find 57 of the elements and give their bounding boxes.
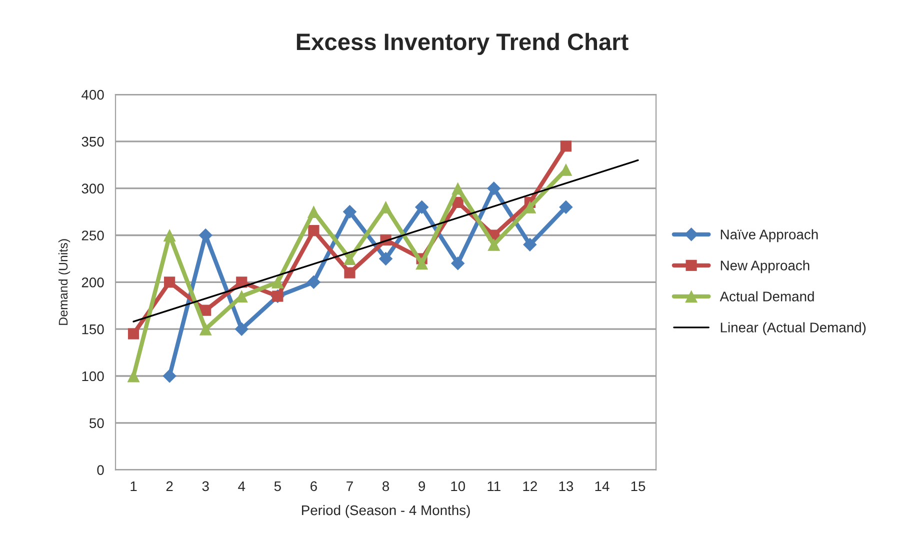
point: [234, 322, 248, 336]
point: [560, 140, 572, 152]
y-tick-label: 350: [82, 136, 104, 147]
point: [163, 229, 176, 242]
point: [199, 322, 212, 336]
point: [488, 238, 500, 251]
point: [200, 304, 212, 316]
y-tick-label: 400: [82, 90, 104, 100]
point: [380, 200, 392, 214]
point: [523, 238, 537, 252]
point: [344, 267, 356, 278]
y-tick-label: 100: [82, 371, 104, 382]
x-tick-label: 8: [382, 481, 390, 492]
x-tick-label: 6: [310, 481, 317, 492]
chart-title: Excess Inventory Trend Chart: [296, 32, 628, 55]
y-tick-label: 200: [82, 278, 104, 288]
x-tick-label: 10: [451, 481, 466, 492]
point: [343, 252, 356, 265]
point: [127, 370, 140, 382]
x-tick-label: 12: [523, 481, 537, 491]
x-tick-label: 7: [346, 481, 353, 491]
legend-label: Actual Demand: [720, 291, 814, 302]
point: [307, 206, 320, 218]
x-tick-label: 4: [238, 481, 246, 491]
point: [414, 200, 429, 214]
point: [450, 256, 465, 270]
point: [164, 276, 176, 288]
point: [487, 181, 501, 196]
y-axis-title: Demand (Units): [58, 239, 70, 325]
point: [416, 257, 428, 270]
x-tick-label: 9: [418, 481, 426, 492]
point: [559, 200, 573, 214]
x-tick-label: 2: [166, 481, 173, 491]
y-tick-label: 250: [82, 230, 104, 240]
x-tick-label: 5: [274, 481, 281, 492]
x-tick-label: 3: [202, 481, 209, 492]
x-axis-title: Period (Season - 4 Months): [302, 504, 470, 518]
y-tick-label: 150: [82, 324, 104, 334]
y-tick-label: 50: [89, 418, 104, 428]
y-tick-label: 300: [82, 184, 104, 194]
legend-label: New Approach: [720, 260, 810, 274]
x-tick-label: 11: [488, 481, 500, 491]
point: [162, 369, 176, 383]
point: [128, 328, 140, 340]
x-tick-label: 13: [559, 481, 574, 492]
y-tick-label: 0: [97, 465, 104, 475]
point: [308, 225, 320, 236]
point: [271, 276, 284, 288]
legend-label: Naïve Approach: [720, 229, 818, 242]
point: [378, 252, 393, 266]
x-tick-label: 1: [130, 481, 137, 491]
legend-label: Linear (Actual Demand): [720, 322, 866, 336]
point: [452, 182, 464, 195]
x-tick-label: 14: [595, 481, 610, 491]
point: [342, 204, 357, 219]
point: [306, 275, 321, 290]
x-tick-label: 15: [631, 481, 646, 492]
